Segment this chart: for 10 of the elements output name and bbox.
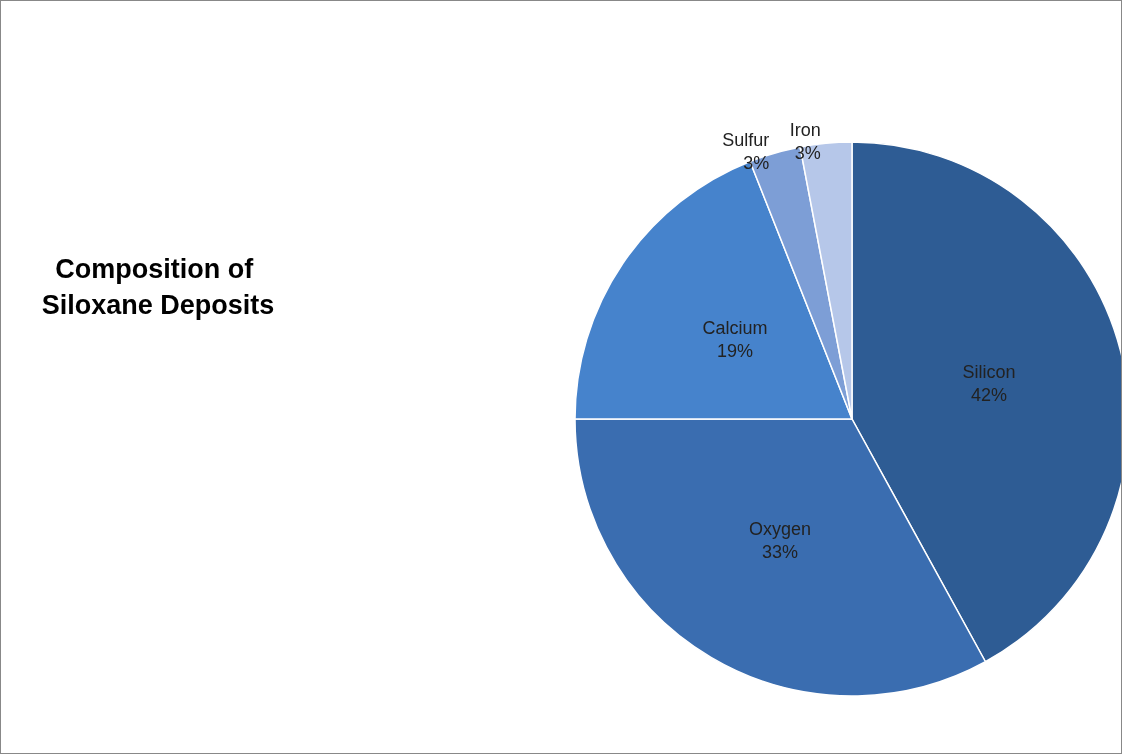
data-label: 33% <box>761 542 798 563</box>
data-label: 19% <box>716 340 753 361</box>
slice-label: Silicon <box>962 362 1016 383</box>
slice-label: Sulfur <box>722 129 770 150</box>
data-label: 3% <box>794 142 821 163</box>
data-label: 42% <box>971 385 1008 406</box>
text: Composition of Siloxane Deposits <box>41 254 275 320</box>
slice-label: Calcium <box>702 317 768 338</box>
slice-label: Iron <box>789 119 821 140</box>
slice-label: Oxygen <box>748 519 811 540</box>
